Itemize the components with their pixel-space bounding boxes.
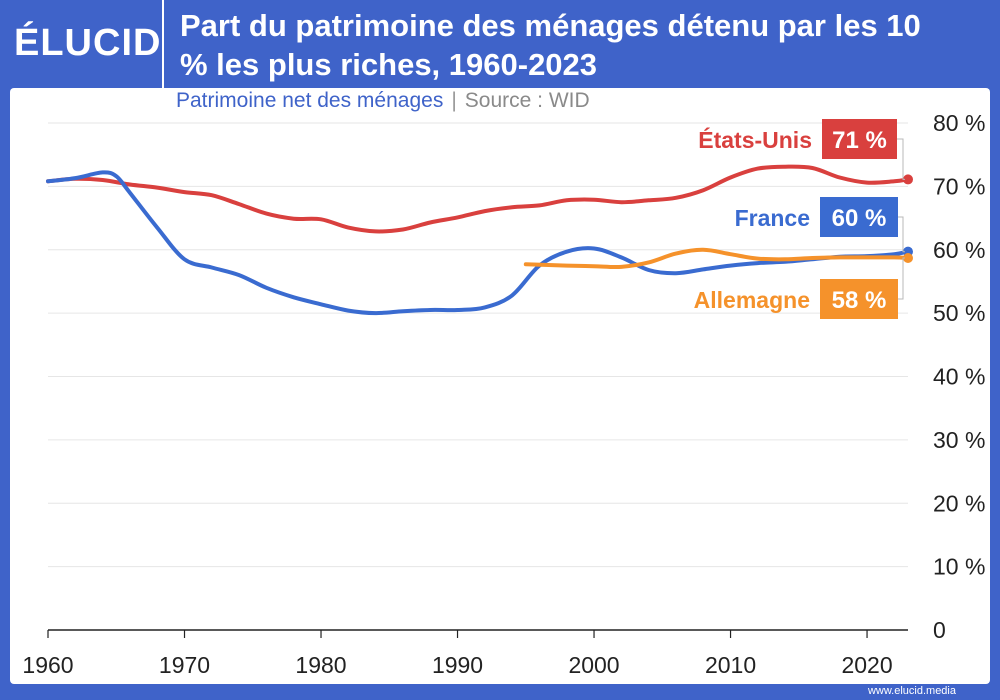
- y-tick-label: 50 %: [933, 300, 985, 326]
- series-lines: [46, 164, 913, 316]
- chart-source: Source : WID: [464, 89, 590, 112]
- series-end-labels: 71 % États-Unis 60 % France 58 % Allemagne: [694, 119, 905, 319]
- label-connector: [897, 138, 905, 180]
- value-badge-text: 58 %: [832, 287, 887, 314]
- x-tick-label: 1970: [159, 652, 210, 678]
- series-line-france: [46, 170, 910, 316]
- y-axis: 0 10 % 20 % 30 % 40 % 50 % 60 % 70 % 80 %: [933, 110, 985, 643]
- value-badge-allemagne: [820, 279, 898, 319]
- header-divider: [162, 0, 164, 88]
- series-name-label-france: France: [735, 205, 810, 231]
- value-badge-france: [820, 197, 898, 237]
- y-tick-label: 0: [933, 617, 946, 643]
- x-axis: 1960 1970 1980 1990 2000 2010 2020: [22, 629, 908, 678]
- footer-url: www.elucid.media: [867, 685, 956, 697]
- y-tick-label: 10 %: [933, 554, 985, 580]
- x-tick-label: 1980: [295, 652, 346, 678]
- y-tick-label: 70 %: [933, 173, 985, 199]
- y-tick-label: 30 %: [933, 427, 985, 453]
- series-end-point-etats-unis: [903, 174, 913, 185]
- chart-subtitle-line: Patrimoine net des ménages | Source : WID: [176, 89, 590, 113]
- x-tick-label: 2010: [705, 652, 756, 678]
- series-line-allemagne: [523, 247, 910, 270]
- y-tick-label: 80 %: [933, 110, 985, 136]
- y-tick-label: 40 %: [933, 364, 985, 390]
- series-name-label-allemagne: Allemagne: [694, 287, 810, 313]
- value-badge-etats-unis: [822, 119, 897, 159]
- header: ÉLUCID Part du patrimoine des ménages dé…: [0, 0, 1000, 88]
- x-tick-label: 1990: [432, 652, 483, 678]
- x-tick-label: 2000: [568, 652, 619, 678]
- brand-logo: ÉLUCID: [0, 0, 162, 88]
- label-connector: [898, 257, 905, 300]
- chart-panel: [10, 88, 990, 684]
- subtitle-separator: |: [451, 89, 457, 112]
- x-tick-label: 1960: [22, 652, 73, 678]
- label-connector: [898, 216, 905, 253]
- chart-title: Part du patrimoine des ménages détenu pa…: [180, 8, 921, 82]
- series-line-etats-unis: [46, 164, 910, 234]
- x-tick-label: 2020: [841, 652, 892, 678]
- chart-subtitle: Patrimoine net des ménages: [176, 89, 444, 112]
- brand-logo-text: ÉLUCID: [14, 22, 162, 64]
- value-badge-text: 60 %: [832, 205, 887, 232]
- y-tick-label: 60 %: [933, 237, 985, 263]
- series-name-label-etats-unis: États-Unis: [698, 126, 812, 153]
- gridlines: [48, 122, 908, 568]
- value-badge-text: 71 %: [832, 127, 887, 154]
- y-tick-label: 20 %: [933, 490, 985, 516]
- series-end-point-allemagne: [903, 252, 913, 263]
